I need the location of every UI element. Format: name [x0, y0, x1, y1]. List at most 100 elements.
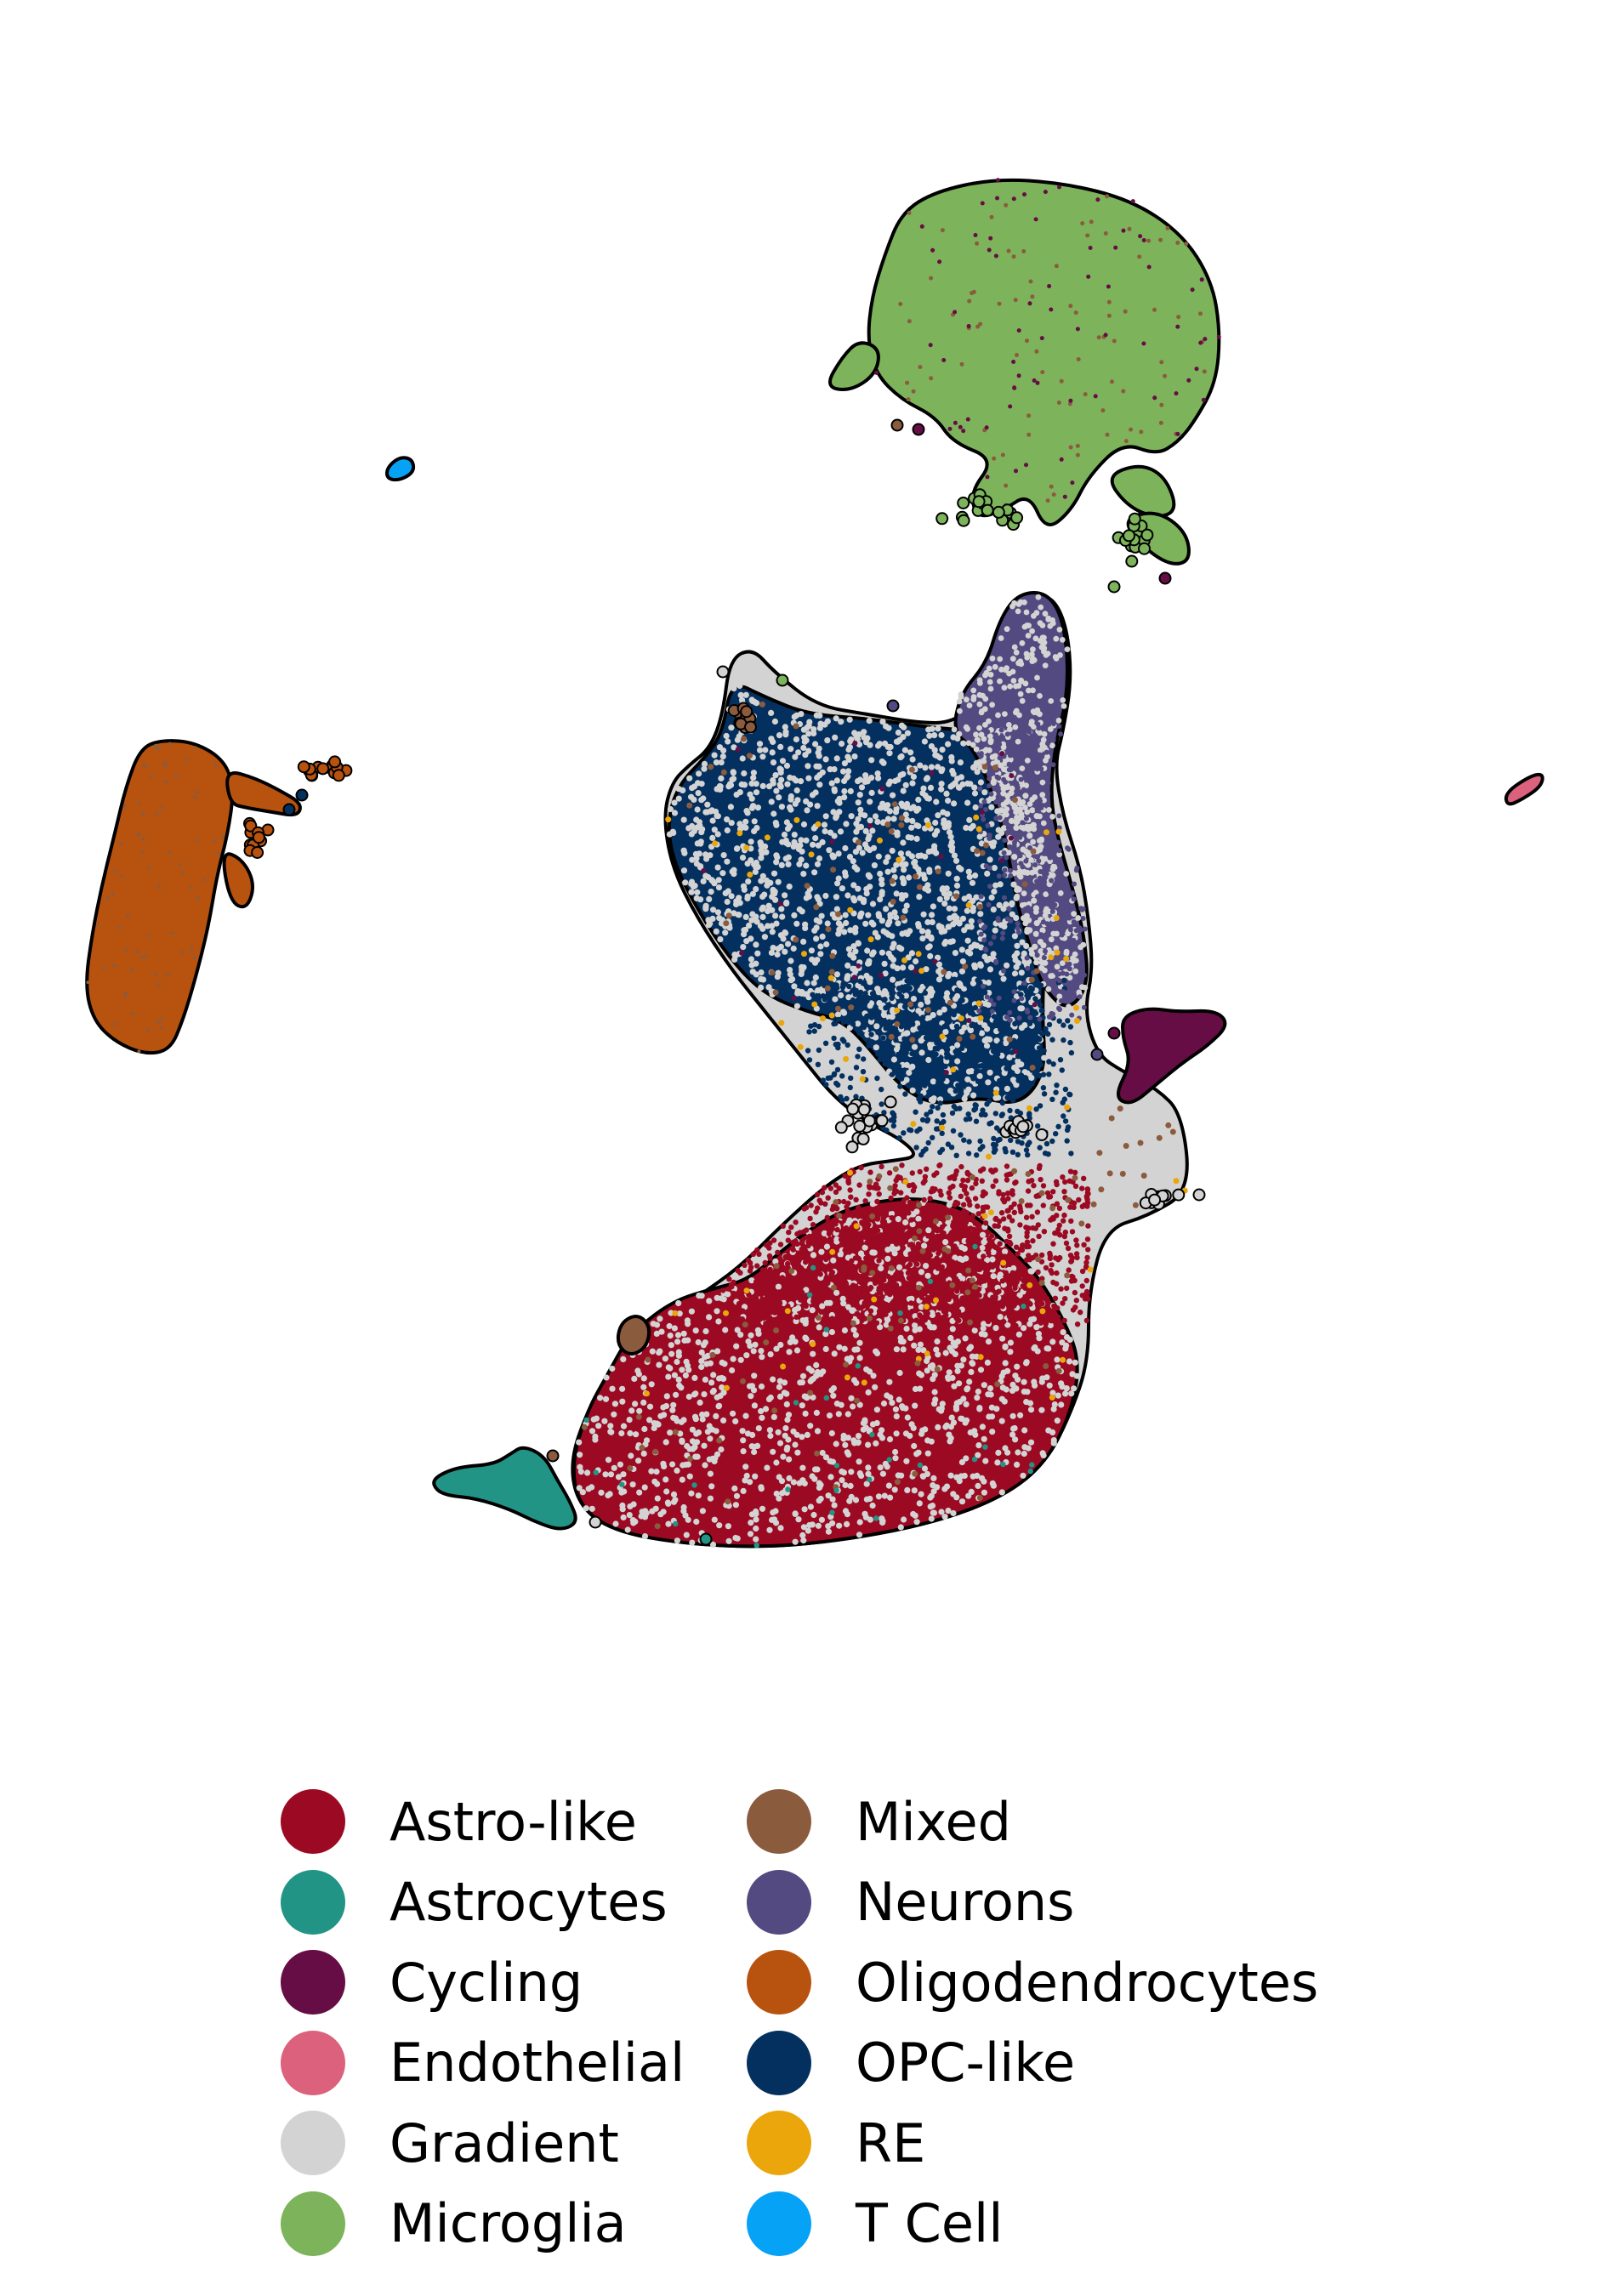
point-gradient — [879, 891, 885, 898]
point-mixed — [911, 389, 916, 394]
point-gradient — [740, 1437, 747, 1444]
point-gradient — [861, 729, 867, 736]
point-mixed — [195, 790, 199, 794]
point-gradient — [750, 1348, 757, 1355]
point-astro-like — [938, 1192, 944, 1198]
point-opc-like — [876, 1009, 882, 1015]
point-gradient — [867, 1516, 873, 1523]
point-gradient — [977, 764, 984, 770]
point-astro-like — [767, 1266, 773, 1273]
point-astro-like — [810, 1299, 816, 1304]
point-gradient — [662, 1355, 669, 1362]
point-gradient — [1001, 685, 1008, 691]
point-mixed — [1127, 226, 1132, 231]
point-gradient — [987, 1385, 994, 1392]
point-gradient — [966, 873, 973, 880]
point-opc-like — [995, 1051, 1001, 1058]
point-gradient — [856, 741, 863, 748]
point-gradient — [717, 936, 724, 943]
point-gradient — [987, 856, 993, 863]
point-astro-like — [970, 1232, 976, 1238]
point-astro-like — [1071, 1204, 1077, 1211]
point-mixed — [1030, 294, 1035, 299]
point-astro-like — [1011, 1201, 1017, 1208]
point-gradient — [734, 1327, 741, 1333]
point-gradient — [840, 1432, 847, 1439]
point-gradient — [1001, 924, 1008, 930]
point-mixed — [1123, 439, 1129, 444]
point-gradient — [956, 730, 963, 737]
point-gradient — [948, 838, 955, 846]
point-gradient — [985, 1002, 992, 1009]
point-gradient — [853, 1379, 860, 1386]
point-gradient — [733, 901, 740, 907]
point-gradient — [938, 786, 945, 793]
point-opc-like — [1011, 977, 1017, 984]
point-gradient — [777, 943, 785, 950]
point-astro-like — [884, 1301, 890, 1308]
point-opc-like — [1019, 1140, 1025, 1146]
point-mixed — [196, 896, 200, 901]
point-gradient — [1005, 850, 1012, 855]
point-gradient — [759, 782, 766, 790]
point-astro-like — [1085, 1191, 1091, 1197]
point-neurons — [1023, 858, 1029, 864]
point-gradient — [790, 1479, 798, 1486]
point-gradient — [887, 1494, 894, 1501]
point-gradient — [708, 889, 714, 895]
point-opc-like — [1038, 1061, 1044, 1068]
point-gradient — [915, 923, 922, 929]
point-gradient — [611, 1401, 619, 1407]
point-mixed — [890, 418, 904, 432]
point-gradient — [1031, 656, 1038, 663]
point-gradient — [1007, 726, 1013, 732]
point-mixed — [1068, 445, 1073, 450]
point-gradient — [850, 943, 857, 950]
point-gradient — [952, 1254, 958, 1261]
point-gradient — [832, 996, 839, 1003]
point-opc-like — [1000, 1081, 1007, 1087]
point-opc-like — [939, 1130, 945, 1137]
point-gradient — [1021, 825, 1027, 832]
point-gradient — [982, 722, 988, 728]
point-opc-like — [951, 1103, 958, 1110]
point-gradient — [1028, 721, 1034, 727]
point-mixed — [1152, 307, 1157, 312]
point-gradient — [765, 984, 772, 991]
point-gradient — [935, 1351, 941, 1358]
point-gradient — [816, 781, 823, 788]
point-gradient — [814, 894, 821, 901]
point-gradient — [1039, 742, 1046, 749]
point-gradient — [850, 1403, 856, 1410]
point-astro-like — [766, 1253, 773, 1259]
point-astro-like — [850, 1238, 856, 1244]
point-astro-like — [992, 1296, 998, 1302]
point-astro-like — [867, 1169, 873, 1175]
point-gradient — [1066, 1358, 1073, 1365]
point-gradient — [657, 1348, 663, 1355]
point-astro-like — [803, 1294, 809, 1300]
point-gradient — [980, 1325, 987, 1332]
point-astro-like — [770, 1282, 776, 1287]
point-gradient — [889, 1400, 896, 1407]
point-gradient — [714, 812, 720, 820]
point-opc-like — [978, 1054, 984, 1060]
point-astro-like — [893, 1292, 900, 1298]
point-gradient — [796, 906, 803, 913]
point-mixed — [193, 746, 197, 750]
point-astro-like — [893, 1282, 900, 1288]
point-gradient — [714, 864, 721, 871]
point-astro-like — [1012, 1285, 1018, 1291]
point-neurons — [1049, 878, 1055, 884]
point-gradient — [1051, 1401, 1058, 1408]
point-gradient — [714, 909, 722, 916]
point-astro-like — [1072, 1289, 1078, 1296]
point-gradient — [1039, 792, 1046, 798]
point-gradient — [789, 975, 796, 983]
point-cycling — [1203, 337, 1208, 342]
point-gradient — [950, 1509, 957, 1517]
point-astro-like — [867, 1284, 874, 1291]
point-gradient — [977, 779, 984, 786]
point-gradient — [922, 793, 929, 799]
point-astro-like — [953, 1236, 958, 1242]
